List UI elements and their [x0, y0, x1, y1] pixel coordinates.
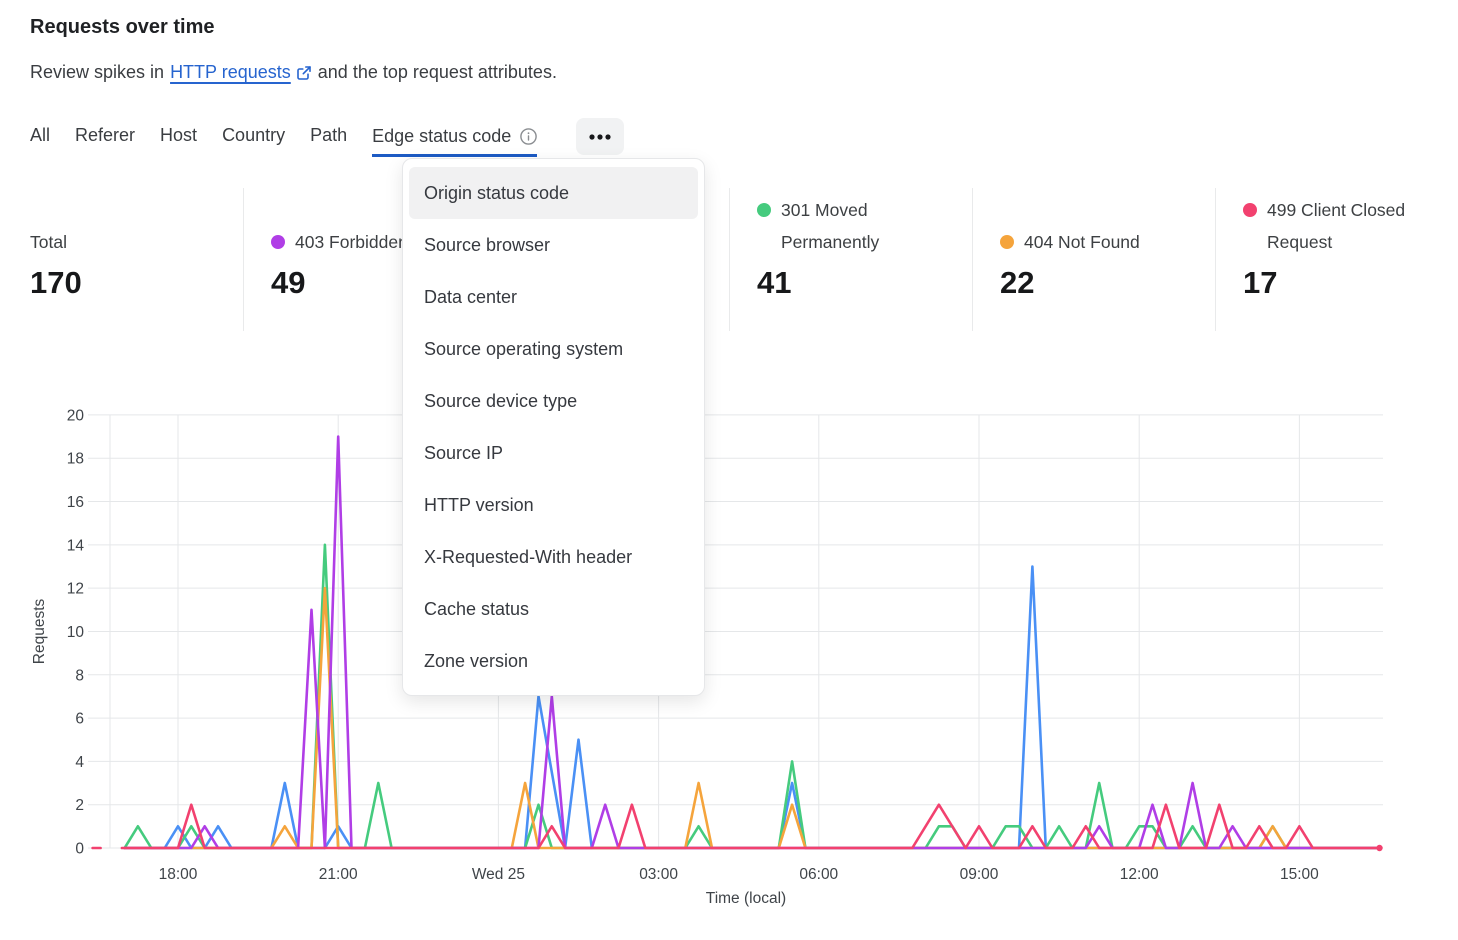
svg-text:10: 10: [67, 624, 85, 641]
dimension-dropdown-menu: Origin status code Source browser Data c…: [402, 158, 705, 696]
svg-text:0: 0: [75, 841, 84, 858]
svg-text:20: 20: [67, 407, 85, 424]
stat-value: 17: [1243, 265, 1278, 300]
stat-value: 170: [30, 265, 82, 300]
legend-dot-403: [271, 235, 285, 249]
tab-referer[interactable]: Referer: [75, 125, 136, 145]
stat-value: 22: [1000, 265, 1035, 300]
page-title: Requests over time: [30, 16, 215, 38]
menu-item-source-device-type[interactable]: Source device type: [424, 390, 578, 411]
svg-text:Time (local): Time (local): [706, 890, 786, 907]
svg-text:03:00: 03:00: [639, 866, 678, 883]
stat-label: 404 Not Found: [1024, 232, 1140, 252]
legend-dot-499: [1243, 203, 1257, 217]
svg-text:14: 14: [67, 537, 85, 554]
menu-item-source-operating-system[interactable]: Source operating system: [424, 338, 624, 359]
ellipsis-icon: [589, 133, 611, 140]
stat-label: 301 Moved Permanently: [781, 200, 880, 252]
subtitle-prefix: Review spikes in: [30, 62, 165, 82]
menu-item-cache-status[interactable]: Cache status: [424, 598, 530, 619]
tab-host[interactable]: Host: [160, 125, 198, 145]
menu-item-data-center[interactable]: Data center: [424, 286, 518, 307]
external-link-icon: [296, 65, 311, 80]
menu-item-http-version[interactable]: HTTP version: [424, 494, 534, 515]
tab-edge-status-code[interactable]: Edge status code: [372, 126, 538, 157]
svg-text:Wed 25: Wed 25: [472, 866, 525, 883]
svg-text:18: 18: [67, 451, 84, 468]
legend-dot-404: [1000, 235, 1014, 249]
stat-label: 403 Forbidden: [295, 232, 408, 252]
stat-label: 499 Client Closed Request: [1267, 200, 1406, 252]
subtitle: Review spikes in HTTP requests and the t…: [30, 62, 557, 83]
svg-text:09:00: 09:00: [960, 866, 999, 883]
menu-item-source-ip[interactable]: Source IP: [424, 442, 504, 463]
http-requests-link[interactable]: HTTP requests: [170, 62, 312, 83]
stat-value: 41: [757, 265, 792, 300]
menu-item-zone-version[interactable]: Zone version: [424, 650, 529, 671]
subtitle-suffix: and the top request attributes.: [317, 62, 557, 82]
tab-country[interactable]: Country: [222, 125, 286, 145]
svg-text:4: 4: [75, 754, 84, 771]
svg-text:15:00: 15:00: [1280, 866, 1319, 883]
summary-stats: Total 170 403 Forbidden 49 301 Moved Per…: [30, 188, 1458, 331]
stat-404-not-found[interactable]: 404 Not Found 22: [972, 188, 1215, 331]
stat-total: Total 170: [30, 188, 243, 331]
svg-text:Requests: Requests: [31, 599, 48, 665]
menu-item-source-browser[interactable]: Source browser: [424, 234, 551, 255]
tab-all[interactable]: All: [30, 125, 51, 145]
svg-text:21:00: 21:00: [319, 866, 358, 883]
svg-text:12:00: 12:00: [1120, 866, 1159, 883]
svg-text:12: 12: [67, 581, 84, 598]
stat-301-moved-permanently[interactable]: 301 Moved Permanently 41: [729, 188, 972, 331]
menu-item-origin-status-code[interactable]: Origin status code: [409, 167, 698, 219]
stat-403-forbidden[interactable]: 403 Forbidden 49: [243, 188, 486, 331]
svg-text:8: 8: [75, 667, 84, 684]
svg-text:18:00: 18:00: [159, 866, 198, 883]
legend-dot-301: [757, 203, 771, 217]
dimension-tabs: All Referer Host Country Path Edge statu…: [30, 118, 625, 157]
svg-text:16: 16: [67, 494, 84, 511]
svg-text:2: 2: [75, 797, 84, 814]
stat-499-client-closed-request[interactable]: 499 Client Closed Request 17: [1215, 188, 1458, 331]
tab-path[interactable]: Path: [310, 125, 348, 145]
svg-text:6: 6: [75, 711, 84, 728]
stat-label: Total: [30, 232, 67, 252]
svg-text:06:00: 06:00: [799, 866, 838, 883]
stat-value: 49: [271, 265, 306, 300]
info-icon[interactable]: [520, 128, 538, 145]
menu-item-x-requested-with-header[interactable]: X-Requested-With header: [424, 546, 633, 567]
more-dimensions-button[interactable]: [576, 118, 625, 155]
